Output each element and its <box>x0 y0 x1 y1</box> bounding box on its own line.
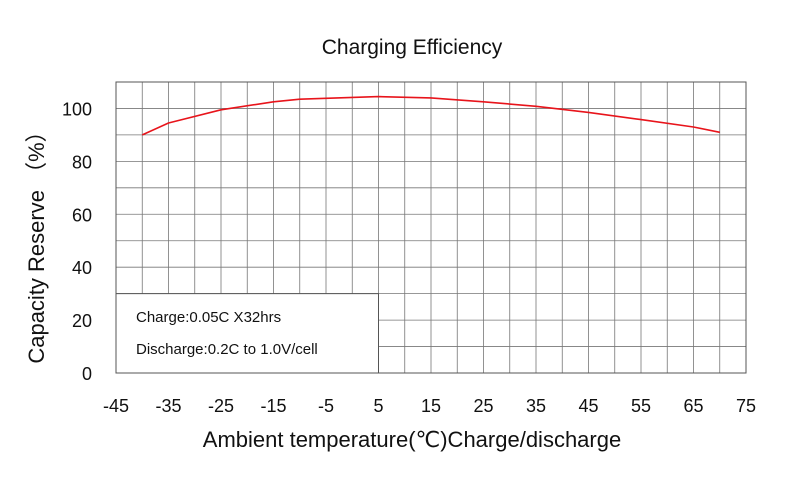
x-tick-label: 55 <box>631 396 651 416</box>
x-tick-label: -45 <box>103 396 129 416</box>
annotation-charge: Charge:0.05C X32hrs <box>136 309 281 326</box>
y-tick-label: 20 <box>72 311 92 331</box>
y-axis-title: Capacity Reserve （%） <box>24 120 49 363</box>
annotation-box <box>115 293 379 374</box>
x-tick-label: 25 <box>473 396 493 416</box>
x-tick-label: -25 <box>208 396 234 416</box>
y-tick-label: 60 <box>72 205 92 225</box>
x-tick-label: 65 <box>683 396 703 416</box>
y-tick-labels: 0 20 40 60 80 100 <box>62 99 92 384</box>
x-axis-title: Ambient temperature(℃)Charge/discharge <box>203 427 621 452</box>
x-tick-label: 5 <box>373 396 383 416</box>
series-layer <box>141 95 720 136</box>
x-tick-labels: -45 -35 -25 -15 -5 5 15 25 35 45 55 65 75 <box>103 396 756 416</box>
x-tick-label: 15 <box>421 396 441 416</box>
x-tick-label: -15 <box>260 396 286 416</box>
chart-title: Charging Efficiency <box>322 36 503 59</box>
x-tick-label: -35 <box>155 396 181 416</box>
y-tick-label: 0 <box>82 364 92 384</box>
series-line <box>141 95 720 136</box>
y-tick-label: 40 <box>72 258 92 278</box>
annotation-discharge: Discharge:0.2C to 1.0V/cell <box>136 341 318 358</box>
y-tick-label: 100 <box>62 99 92 119</box>
x-tick-label: -5 <box>318 396 334 416</box>
x-tick-label: 75 <box>736 396 756 416</box>
x-tick-label: 45 <box>578 396 598 416</box>
plot-frame <box>115 81 747 374</box>
y-tick-label: 80 <box>72 152 92 172</box>
x-tick-label: 35 <box>526 396 546 416</box>
